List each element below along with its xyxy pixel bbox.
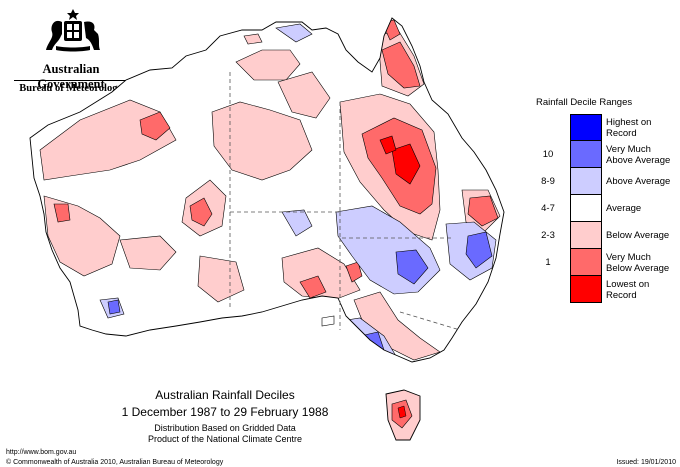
legend-row-very-much-above: 10 Very Much Above Average: [536, 141, 676, 168]
copyright-notice: © Commonwealth of Australia 2010, Austra…: [6, 459, 224, 466]
legend-row-lowest: Lowest on Record: [536, 276, 676, 303]
legend-label: Below Average: [606, 230, 670, 241]
legend-swatch-below: [570, 222, 602, 249]
legend-range: 4-7: [541, 203, 555, 214]
state-borders: [229, 72, 461, 331]
legend-row-very-much-below: 1 Very Much Below Average: [536, 249, 676, 276]
legend: Highest on Record 10 Very Much Above Ave…: [536, 114, 676, 303]
legend-row-average: 4-7 Average: [536, 195, 676, 222]
islands: [243, 33, 335, 327]
legend-row-highest: Highest on Record: [536, 114, 676, 141]
legend-swatch-very-much-above: [570, 141, 602, 168]
legend-swatch-lowest: [570, 276, 602, 303]
coat-of-arms-icon: [46, 9, 100, 52]
australia-mainland: [29, 17, 505, 363]
tasmania: [385, 389, 421, 441]
legend-swatch-highest: [570, 114, 602, 141]
government-logo: Australian Government Bureau of Meteorol…: [8, 8, 134, 96]
legend-label: Above Average: [606, 176, 671, 187]
legend-range: 8-9: [541, 176, 555, 187]
map-method-note: Distribution Based on Gridded Data: [154, 423, 296, 433]
legend-range: 1: [545, 257, 551, 268]
map-period: 1 December 1987 to 29 February 1988: [121, 405, 329, 419]
legend-range: 10: [542, 149, 554, 160]
decile-regions: [39, 19, 501, 361]
legend-label: Very Much Below Average: [606, 251, 670, 274]
legend-row-below: 2-3 Below Average: [536, 222, 676, 249]
legend-row-above: 8-9 Above Average: [536, 168, 676, 195]
legend-label: Average: [606, 203, 642, 214]
legend-label: Very Much Above Average: [606, 143, 671, 166]
legend-range: 2-3: [541, 230, 555, 241]
website-link[interactable]: http://www.bom.gov.au: [6, 449, 77, 456]
legend-label: Highest on Record: [606, 116, 652, 139]
map-product-note: Product of the National Climate Centre: [147, 434, 303, 444]
legend-label: Lowest on Record: [606, 278, 650, 301]
bureau-name: Bureau of Meteorology: [19, 83, 123, 94]
divider: [14, 80, 128, 81]
map-title: Australian Rainfall Deciles: [155, 388, 295, 402]
legend-swatch-above: [570, 168, 602, 195]
legend-swatch-very-much-below: [570, 249, 602, 276]
issued-date: Issued: 19/01/2010: [616, 459, 676, 466]
legend-title: Rainfall Decile Ranges: [536, 97, 633, 108]
legend-swatch-average: [570, 195, 602, 222]
